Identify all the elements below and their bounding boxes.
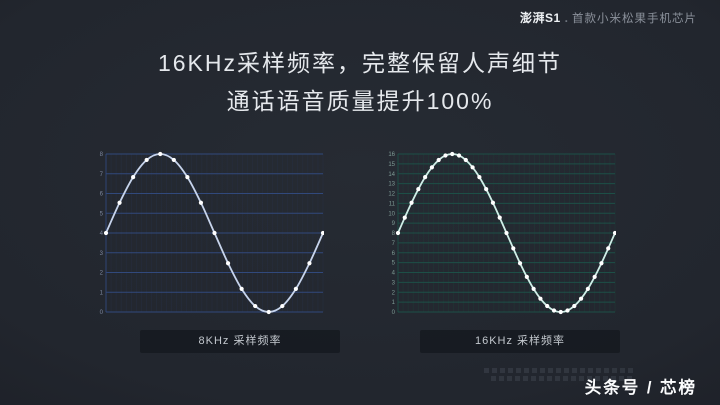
y-axis-tick-label: 5 bbox=[392, 261, 396, 267]
y-axis-tick-label: 10 bbox=[388, 211, 395, 217]
sample-point-dot bbox=[443, 153, 448, 158]
sample-point-dot bbox=[504, 230, 509, 236]
y-axis-tick-label: 16 bbox=[388, 152, 395, 158]
illegible-fine-print bbox=[484, 368, 634, 381]
sample-point-dot bbox=[320, 230, 324, 236]
sample-point-dot bbox=[612, 230, 616, 236]
sample-point-dot bbox=[409, 200, 414, 205]
chart-caption-16khz: 16KHz 采样频率 bbox=[420, 330, 620, 353]
y-axis-tick-label: 4 bbox=[100, 231, 104, 237]
sample-point-dot bbox=[307, 261, 312, 266]
y-axis-tick-label: 0 bbox=[392, 310, 396, 316]
y-axis-tick-label: 8 bbox=[392, 231, 396, 237]
y-axis-tick-label: 12 bbox=[388, 192, 395, 198]
sample-point-dot bbox=[171, 157, 176, 163]
sample-point-dot bbox=[103, 230, 109, 236]
sample-point-dot bbox=[185, 175, 190, 180]
y-axis-tick-label: 11 bbox=[389, 201, 396, 207]
sample-point-dot bbox=[239, 286, 244, 291]
sample-point-dot bbox=[517, 261, 523, 266]
sample-point-dot bbox=[511, 246, 516, 251]
header: 澎湃S1. 首款小米松果手机芯片 bbox=[520, 9, 697, 26]
publisher-credit: 头条号 / 芯榜 bbox=[584, 379, 697, 397]
y-axis-tick-label: 2 bbox=[100, 271, 104, 277]
sample-point-dot bbox=[599, 261, 604, 266]
y-axis-tick-label: 2 bbox=[392, 290, 396, 296]
sample-point-dot bbox=[497, 215, 502, 220]
header-separator: . bbox=[564, 11, 568, 25]
sample-point-dot bbox=[158, 151, 163, 157]
sample-point-dot bbox=[266, 309, 271, 315]
header-subtitle: 首款小米松果手机芯片 bbox=[572, 13, 697, 25]
waveform-chart-8khz: 0 1 2 3 4 5 6 7 8 bbox=[100, 151, 324, 316]
sample-point-dot bbox=[545, 303, 550, 309]
y-axis-tick-label: 6 bbox=[392, 251, 396, 257]
sample-point-dot bbox=[456, 153, 462, 158]
sample-point-dot bbox=[606, 246, 611, 251]
sample-point-dot bbox=[402, 215, 407, 220]
sample-point-dot bbox=[592, 274, 597, 279]
sample-point-dot bbox=[416, 187, 421, 192]
sample-point-dot bbox=[436, 157, 441, 163]
sample-point-dot bbox=[572, 303, 577, 309]
sample-point-dot bbox=[477, 175, 482, 180]
sample-point-dot bbox=[293, 286, 298, 291]
sample-point-dot bbox=[450, 151, 455, 157]
y-axis-tick-label: 3 bbox=[100, 251, 104, 257]
sample-point-dot bbox=[524, 274, 529, 279]
sample-point-dot bbox=[578, 296, 584, 301]
slide-title-line1: 16KHz采样频率，完整保留人声细节 bbox=[157, 50, 563, 76]
y-axis-tick-label: 14 bbox=[388, 172, 395, 178]
y-axis-tick-label: 13 bbox=[388, 182, 395, 188]
y-axis-tick-label: 7 bbox=[100, 172, 104, 178]
sample-point-dot bbox=[423, 175, 428, 180]
sample-point-dot bbox=[117, 200, 122, 205]
slide-title: 16KHz采样频率，完整保留人声细节 通话语音质量提升100% bbox=[0, 44, 720, 120]
sample-point-dot bbox=[538, 296, 543, 301]
y-axis-tick-label: 8 bbox=[100, 152, 104, 158]
y-axis-tick-label: 4 bbox=[392, 271, 396, 277]
sample-point-dot bbox=[253, 303, 258, 309]
sample-point-dot bbox=[144, 157, 149, 163]
y-axis-tick-label: 1 bbox=[392, 300, 396, 306]
y-axis-tick-label: 3 bbox=[392, 280, 396, 286]
y-axis-tick-label: 15 bbox=[388, 162, 395, 168]
sample-point-dot bbox=[531, 286, 536, 291]
sample-point-dot bbox=[470, 165, 475, 170]
chart-caption-8khz: 8KHz 采样频率 bbox=[140, 330, 340, 353]
sample-point-dot bbox=[212, 230, 217, 236]
y-axis-tick-label: 6 bbox=[100, 192, 104, 198]
fine-print-line-1 bbox=[484, 368, 634, 373]
sample-point-dot bbox=[395, 230, 401, 236]
sample-point-dot bbox=[280, 303, 285, 309]
sample-point-dot bbox=[225, 261, 231, 266]
y-axis-tick-label: 0 bbox=[100, 310, 104, 316]
y-axis-tick-label: 9 bbox=[392, 221, 396, 227]
sample-point-dot bbox=[551, 308, 557, 313]
sample-point-dot bbox=[490, 200, 496, 205]
sample-point-dot bbox=[429, 165, 435, 170]
y-axis-tick-label: 1 bbox=[100, 290, 104, 296]
sample-point-dot bbox=[463, 157, 468, 163]
y-axis-tick-label: 5 bbox=[100, 211, 104, 217]
sample-point-dot bbox=[585, 286, 590, 291]
slide-title-line2: 通话语音质量提升100% bbox=[226, 88, 494, 114]
fine-print-line-2 bbox=[491, 376, 634, 381]
y-axis-tick-label: 7 bbox=[392, 241, 396, 247]
brand-name: 澎湃S1 bbox=[519, 11, 561, 25]
sample-point-dot bbox=[565, 308, 570, 313]
sample-point-dot bbox=[484, 187, 489, 192]
sample-point-dot bbox=[198, 200, 204, 205]
sample-point-dot bbox=[131, 175, 136, 180]
sample-point-dot bbox=[558, 309, 563, 315]
